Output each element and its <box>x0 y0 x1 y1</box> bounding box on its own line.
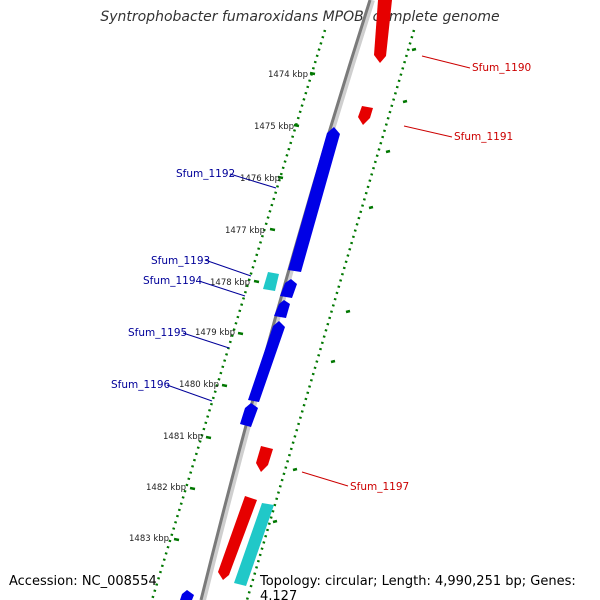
gene-label-sfum-1193[interactable]: Sfum_1193 <box>151 255 210 267</box>
gene-labels: Sfum_1190 Sfum_1191 Sfum_1197 Sfum_1192 … <box>111 62 531 493</box>
gene-sfum-1194b <box>274 300 290 318</box>
kbp-tick <box>237 331 244 336</box>
gene-sfum-1192 <box>288 127 340 272</box>
dash-mark <box>402 99 408 104</box>
kbp-label: 1483 kbp <box>129 534 169 544</box>
kbp-tick <box>253 279 260 284</box>
dash-mark <box>330 359 336 364</box>
gene-label-sfum-1195[interactable]: Sfum_1195 <box>128 327 187 339</box>
leader-sfum-1196 <box>166 384 213 402</box>
gene-forward-large <box>218 496 257 580</box>
gc-track-outer <box>245 29 416 600</box>
kbp-labels: 1474 kbp 1475 kbp 1476 kbp 1477 kbp 1478… <box>129 70 308 544</box>
dash-mark <box>272 519 278 524</box>
kbp-label: 1475 kbp <box>254 122 294 132</box>
kbp-label: 1481 kbp <box>163 432 203 442</box>
topology-text: Topology: circular; Length: 4,990,251 bp… <box>260 574 576 600</box>
backbone-shadow <box>200 0 375 600</box>
leader-sfum-1192 <box>229 173 277 189</box>
dash-mark <box>368 205 374 210</box>
gene-label-sfum-1194[interactable]: Sfum_1194 <box>143 275 203 287</box>
kbp-label: 1480 kbp <box>179 380 219 390</box>
gene-sfum-1190 <box>374 0 392 63</box>
kbp-tick <box>189 486 196 491</box>
gene-label-sfum-1197[interactable]: Sfum_1197 <box>350 481 409 493</box>
forward-genes <box>218 0 392 580</box>
dash-mark <box>292 467 298 472</box>
kbp-tick <box>293 123 300 128</box>
kbp-ticks <box>173 71 316 542</box>
accession-text: Accession: NC_008554 <box>9 574 157 589</box>
leader-sfum-1195 <box>182 332 230 349</box>
gene-label-sfum-1191[interactable]: Sfum_1191 <box>454 131 513 143</box>
kbp-tick <box>221 383 228 388</box>
leader-sfum-1191 <box>403 125 453 138</box>
kbp-tick <box>309 71 316 76</box>
gene-label-sfum-1190[interactable]: Sfum_1190 <box>472 62 531 74</box>
gene-sfum-1194 <box>280 279 297 298</box>
kbp-label: 1479 kbp <box>195 328 235 338</box>
dash-mark <box>345 309 351 314</box>
kbp-label: 1478 kbp <box>210 278 250 288</box>
leader-sfum-1193 <box>204 259 252 277</box>
dash-mark <box>385 149 391 154</box>
genome-backbone <box>199 0 375 600</box>
gc-dash-marks <box>272 47 417 524</box>
kbp-label: 1482 kbp <box>146 483 186 493</box>
leader-sfum-1194 <box>198 280 246 297</box>
kbp-tick <box>277 175 284 180</box>
kbp-label: 1476 kbp <box>240 174 280 184</box>
kbp-tick <box>205 435 212 440</box>
reverse-genes <box>180 127 340 600</box>
gene-sfum-1197 <box>256 446 273 472</box>
gene-label-sfum-1196[interactable]: Sfum_1196 <box>111 379 171 391</box>
gene-bottom-fragment <box>180 590 194 600</box>
kbp-tick <box>173 537 180 542</box>
rna-genes <box>234 272 279 586</box>
kbp-label: 1477 kbp <box>225 226 265 236</box>
gene-sfum-1195 <box>248 321 285 402</box>
rna-gene-large <box>234 503 274 586</box>
label-leaders <box>166 55 471 487</box>
gene-sfum-1196 <box>240 403 258 427</box>
dash-mark <box>411 47 417 52</box>
gene-sfum-1193 <box>263 272 279 291</box>
leader-sfum-1190 <box>421 55 471 69</box>
map-title: Syntrophobacter fumaroxidans MPOB, compl… <box>100 9 500 25</box>
gene-label-sfum-1192[interactable]: Sfum_1192 <box>176 168 235 180</box>
kbp-label: 1474 kbp <box>268 70 308 80</box>
gene-sfum-1191 <box>358 106 373 125</box>
kbp-tick <box>269 227 276 232</box>
leader-sfum-1197 <box>301 471 349 487</box>
